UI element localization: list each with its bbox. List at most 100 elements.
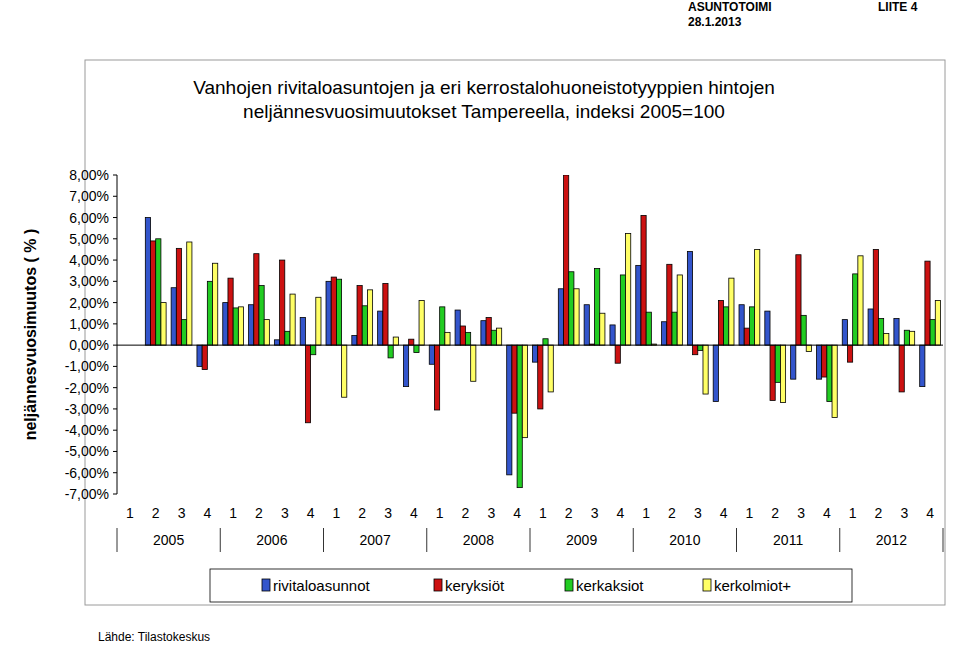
year-label: 2008 xyxy=(463,532,494,548)
bar xyxy=(465,332,470,345)
bar xyxy=(636,265,641,345)
x-tick-label: 3 xyxy=(178,505,186,521)
bar xyxy=(207,281,212,345)
bar xyxy=(311,345,316,355)
bar xyxy=(894,319,899,346)
legend-label: keryksiöt xyxy=(445,577,505,594)
x-tick-label: 3 xyxy=(797,505,805,521)
bar xyxy=(620,275,625,345)
bar xyxy=(569,272,574,345)
header-left: ASUNTOTOIMI xyxy=(688,0,772,14)
bar xyxy=(471,345,476,381)
bar xyxy=(858,256,863,345)
x-tick-label: 2 xyxy=(358,505,366,521)
bar xyxy=(362,306,367,345)
bar xyxy=(228,278,233,345)
y-tick xyxy=(113,175,117,176)
x-tick-label: 3 xyxy=(487,505,495,521)
bar xyxy=(935,300,940,345)
bar xyxy=(899,345,904,392)
x-tick-label: 1 xyxy=(746,505,754,521)
x-tick-label: 4 xyxy=(926,505,934,521)
y-tick xyxy=(113,302,117,303)
x-tick-label: 3 xyxy=(591,505,599,521)
y-tick-label: 2,00% xyxy=(69,295,109,311)
year-label: 2006 xyxy=(256,532,287,548)
bar xyxy=(909,331,914,345)
year-separator xyxy=(839,528,840,552)
x-axis xyxy=(117,345,943,346)
year-label: 2007 xyxy=(360,532,391,548)
bar xyxy=(564,175,569,345)
bar xyxy=(801,315,806,345)
bar xyxy=(393,337,398,345)
y-tick xyxy=(113,281,117,282)
y-tick xyxy=(113,217,117,218)
bar xyxy=(496,328,501,345)
bar xyxy=(615,345,620,363)
bar xyxy=(548,345,553,392)
x-tick-label: 3 xyxy=(900,505,908,521)
y-tick-label: 1,00% xyxy=(69,316,109,332)
year-separator xyxy=(530,528,531,552)
year-label: 2011 xyxy=(773,532,803,548)
bar xyxy=(806,345,811,351)
bar xyxy=(626,233,631,345)
bar xyxy=(455,310,460,345)
bar xyxy=(770,345,775,400)
x-tick-label: 1 xyxy=(849,505,857,521)
bar xyxy=(677,275,682,345)
bar xyxy=(429,345,434,364)
bar xyxy=(357,286,362,346)
bar xyxy=(213,263,218,345)
bar xyxy=(868,309,873,345)
bar xyxy=(847,345,852,362)
bar xyxy=(305,345,310,423)
bar xyxy=(584,305,589,345)
year-separator xyxy=(220,528,221,552)
bar xyxy=(703,345,708,394)
y-tick-label: 0,00% xyxy=(69,337,109,353)
y-tick xyxy=(113,323,117,324)
bar xyxy=(920,345,925,386)
x-tick-label: 4 xyxy=(513,505,521,521)
bar xyxy=(765,311,770,345)
y-tick xyxy=(113,366,117,367)
bar xyxy=(533,345,538,362)
x-tick-label: 2 xyxy=(462,505,470,521)
bar xyxy=(378,311,383,345)
y-tick xyxy=(113,494,117,495)
bar xyxy=(445,332,450,345)
bar xyxy=(595,269,600,346)
header-date: 28.1.2013 xyxy=(688,15,742,29)
x-tick-label: 3 xyxy=(281,505,289,521)
bar xyxy=(687,252,692,346)
bar xyxy=(641,215,646,345)
y-tick xyxy=(113,387,117,388)
legend-label: rivitaloasunnot xyxy=(273,577,371,594)
x-tick-label: 3 xyxy=(384,505,392,521)
y-tick-label: -7,00% xyxy=(65,486,109,502)
x-tick-label: 3 xyxy=(694,505,702,521)
bar xyxy=(646,312,651,345)
year-label: 2012 xyxy=(876,532,907,548)
y-tick-label: 4,00% xyxy=(69,252,109,268)
bar xyxy=(791,345,796,379)
bar xyxy=(538,345,543,409)
x-tick-label: 2 xyxy=(565,505,573,521)
bar xyxy=(259,286,264,346)
x-tick-label: 4 xyxy=(410,505,418,521)
bar xyxy=(718,300,723,345)
bar xyxy=(440,307,445,345)
bar xyxy=(884,333,889,345)
legend-swatch xyxy=(703,579,711,591)
x-tick-label: 2 xyxy=(771,505,779,521)
title: neljännesvuosimuutokset Tampereella, ind… xyxy=(243,101,725,122)
bar xyxy=(873,249,878,345)
y-tick-label: -5,00% xyxy=(65,443,109,459)
bar xyxy=(543,339,548,345)
y-tick xyxy=(113,451,117,452)
legend-swatch xyxy=(565,579,573,591)
year-separator xyxy=(633,528,634,552)
bar xyxy=(827,345,832,401)
